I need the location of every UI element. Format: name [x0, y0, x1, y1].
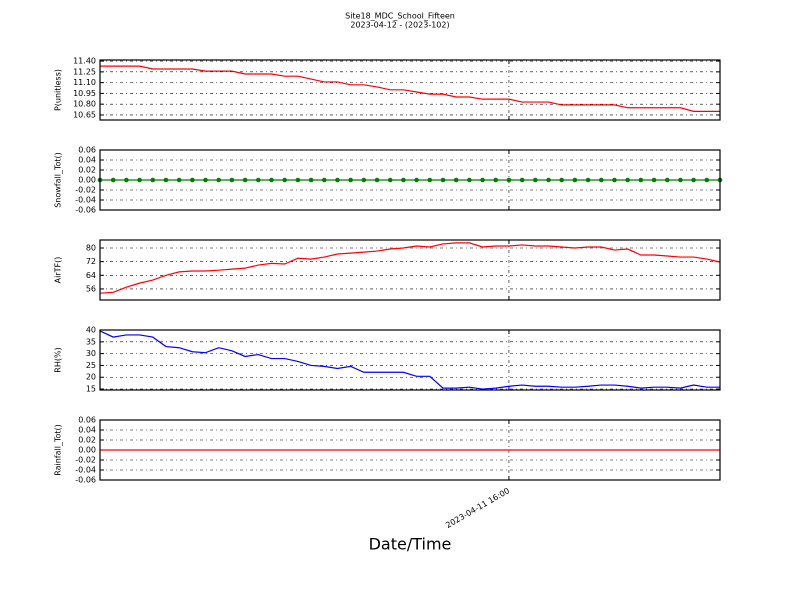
data-point — [585, 177, 591, 183]
plot-frame — [99, 329, 721, 391]
plot-frame — [99, 149, 721, 211]
chart-subtitle: 2023-04-12 - (2023-102) — [350, 21, 449, 30]
data-point — [453, 177, 459, 183]
data-point — [414, 177, 419, 183]
data-point — [440, 177, 446, 183]
y-tick-label: 0.06 — [78, 416, 96, 425]
data-point — [546, 177, 551, 183]
chart-title: Site18_MDC_School_Fifteen — [345, 12, 455, 21]
data-point — [401, 177, 406, 183]
data-point — [216, 177, 222, 183]
y-tick-label: 40 — [86, 326, 96, 335]
y-tick-label: 80 — [86, 244, 96, 253]
data-point — [124, 177, 129, 183]
y-tick-label: 72 — [86, 257, 96, 266]
data-point — [638, 177, 644, 183]
data-line — [100, 65, 720, 112]
y-tick-label: 0.04 — [78, 156, 96, 165]
data-point — [190, 177, 195, 183]
y-tick-label: -0.06 — [75, 206, 96, 215]
y-tick-label: -0.02 — [75, 456, 96, 465]
data-point — [269, 177, 274, 183]
y-tick-label: 25 — [86, 361, 96, 370]
data-point — [572, 177, 578, 183]
data-point — [321, 177, 327, 183]
y-axis-label: Rainfall_Tot() — [54, 424, 63, 476]
data-point — [282, 177, 287, 183]
data-point — [374, 177, 380, 183]
data-point — [493, 177, 499, 183]
data-point — [361, 177, 367, 183]
data-point — [255, 177, 261, 183]
data-point — [704, 177, 710, 183]
data-point — [387, 177, 393, 183]
y-tick-label: 0.04 — [78, 426, 96, 435]
data-point — [691, 177, 696, 183]
y-tick-label: 20 — [86, 373, 96, 382]
y-tick-label: 0.00 — [78, 446, 96, 455]
data-point — [203, 177, 208, 183]
y-tick-label: 15 — [86, 385, 96, 394]
plot-frame — [99, 59, 721, 121]
y-tick-label: -0.02 — [75, 186, 96, 195]
data-point — [467, 177, 472, 183]
y-tick-label: -0.06 — [75, 476, 96, 485]
y-tick-label: 10.80 — [73, 100, 96, 109]
plot-frame — [99, 239, 721, 301]
y-tick-label: 11.10 — [73, 78, 96, 87]
data-point — [176, 177, 182, 183]
data-point — [480, 177, 485, 183]
data-point — [150, 177, 156, 183]
y-tick-label: 56 — [86, 284, 96, 293]
data-point — [506, 177, 512, 183]
data-point — [229, 177, 235, 183]
data-point — [308, 177, 314, 183]
y-tick-label: 11.25 — [73, 67, 96, 76]
data-point — [678, 177, 683, 183]
x-axis-label: Date/Time — [369, 535, 452, 554]
y-tick-label: 10.95 — [73, 89, 96, 98]
y-axis-label: P(unitless) — [54, 69, 63, 111]
data-line — [99, 242, 721, 294]
data-point — [137, 177, 142, 183]
data-point — [242, 177, 248, 183]
y-tick-label: 64 — [86, 271, 96, 280]
data-point — [427, 177, 433, 183]
data-point — [664, 177, 670, 183]
data-line — [99, 330, 720, 390]
y-axis-label: Snowfall_Tot() — [54, 152, 63, 208]
y-tick-label: 0.02 — [78, 436, 96, 445]
data-point — [335, 177, 340, 183]
data-point — [612, 177, 617, 183]
y-tick-label: 35 — [86, 337, 96, 346]
data-point — [598, 177, 604, 183]
data-point — [533, 177, 538, 183]
data-point — [519, 177, 525, 183]
y-tick-label: 11.40 — [73, 57, 96, 66]
data-point — [559, 177, 565, 183]
y-tick-label: -0.04 — [75, 196, 96, 205]
data-point — [110, 177, 116, 183]
y-tick-label: 30 — [86, 349, 96, 358]
y-axis-label: AirTF() — [54, 257, 63, 284]
y-tick-label: 0.02 — [78, 166, 96, 175]
y-tick-label: 10.65 — [73, 110, 96, 119]
y-axis-label: RH(%) — [54, 347, 63, 372]
x-tick-label: 2023-04-11 16:00 — [444, 486, 511, 530]
data-point — [651, 177, 657, 183]
y-tick-label: 0.00 — [78, 176, 96, 185]
data-point — [348, 177, 353, 183]
data-point — [625, 177, 630, 183]
y-tick-label: -0.04 — [75, 466, 96, 475]
plot-frame — [99, 419, 721, 481]
y-tick-label: 0.06 — [78, 146, 96, 155]
data-point — [295, 177, 301, 183]
data-point — [163, 177, 169, 183]
